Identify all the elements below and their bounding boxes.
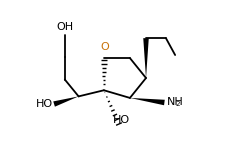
Text: HO: HO bbox=[113, 115, 130, 125]
Text: O: O bbox=[100, 42, 109, 52]
Polygon shape bbox=[130, 98, 165, 105]
Text: HO: HO bbox=[36, 99, 53, 109]
Polygon shape bbox=[143, 38, 149, 78]
Text: NH: NH bbox=[167, 97, 183, 107]
Text: OH: OH bbox=[56, 22, 73, 32]
Text: 2: 2 bbox=[175, 101, 180, 107]
Polygon shape bbox=[53, 96, 78, 107]
